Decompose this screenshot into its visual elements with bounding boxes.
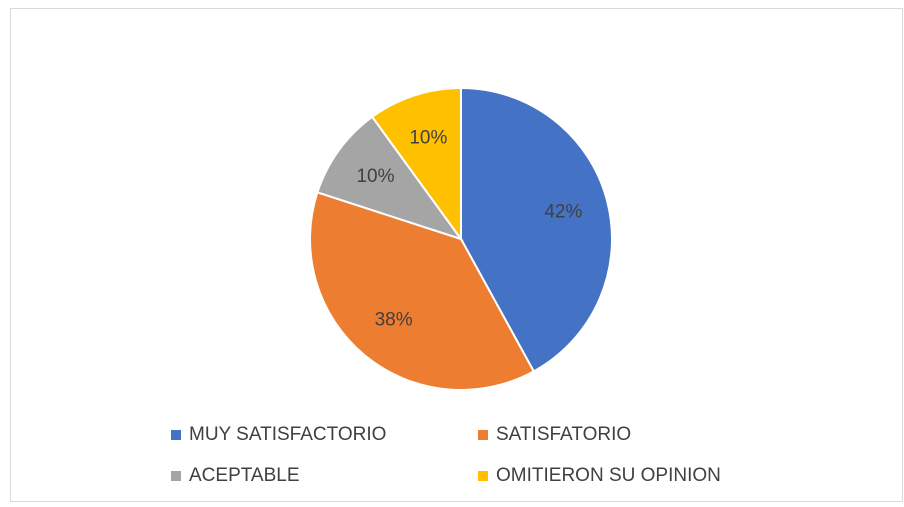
legend-swatch	[171, 471, 181, 481]
legend-swatch	[171, 430, 181, 440]
data-label: 10%	[356, 166, 394, 187]
data-label: 38%	[375, 309, 413, 330]
legend-swatch	[478, 471, 488, 481]
legend-label: MUY SATISFACTORIO	[189, 424, 386, 445]
legend-label: OMITIERON SU OPINION	[496, 465, 721, 486]
pie-slice	[316, 115, 464, 241]
pie-slice	[460, 86, 613, 373]
pie-slice	[309, 191, 536, 391]
pie-slice	[370, 86, 462, 243]
legend-label: ACEPTABLE	[189, 465, 300, 486]
legend-swatch	[478, 430, 488, 440]
data-label: 42%	[544, 202, 582, 223]
legend-label: SATISFATORIO	[496, 424, 631, 445]
data-label: 10%	[409, 127, 447, 148]
